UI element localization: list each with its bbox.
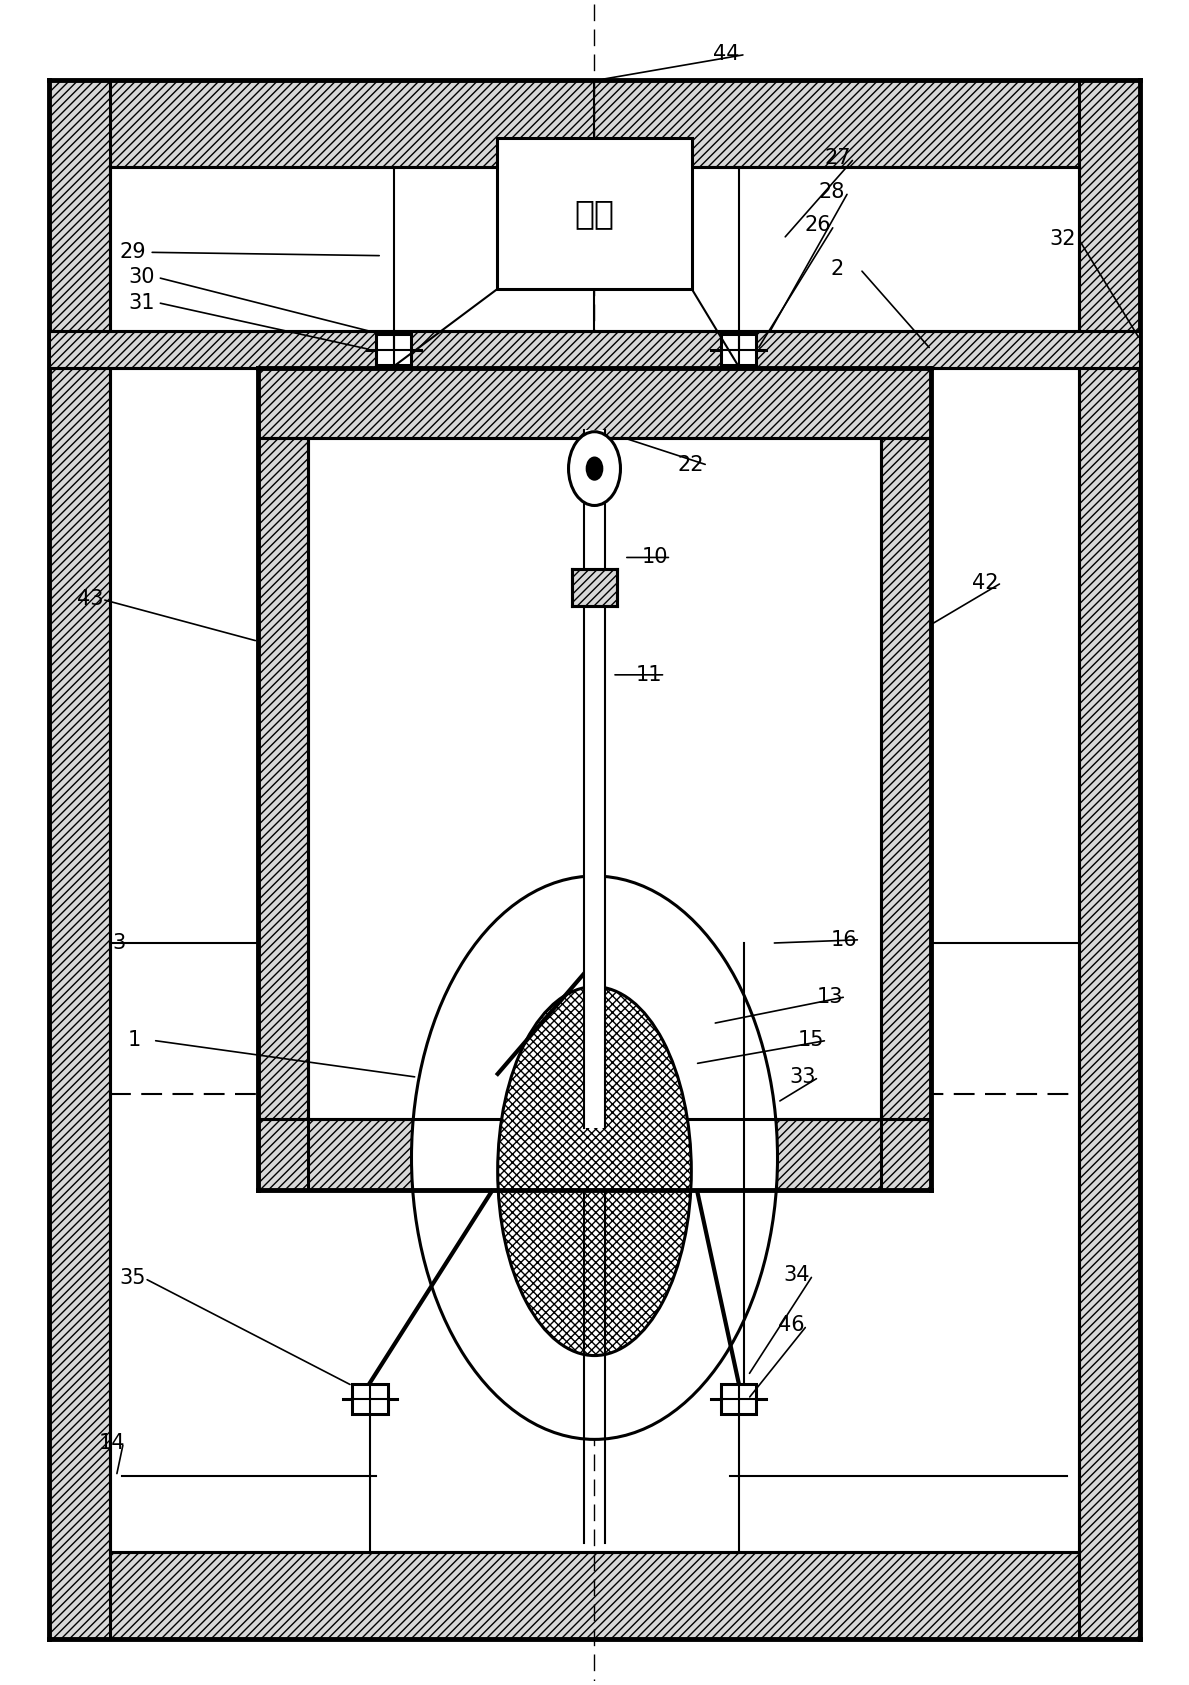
Text: 32: 32 — [1049, 229, 1076, 249]
Text: 29: 29 — [120, 243, 146, 263]
Text: 11: 11 — [636, 666, 662, 684]
Bar — [258, 1119, 931, 1190]
Bar — [352, 1383, 388, 1414]
Text: 13: 13 — [817, 987, 843, 1006]
Bar — [49, 79, 111, 1640]
Bar — [308, 438, 881, 1119]
Text: 3: 3 — [113, 933, 126, 954]
Text: 28: 28 — [819, 182, 845, 202]
Bar — [258, 367, 931, 438]
Bar — [111, 167, 1078, 1552]
Text: 33: 33 — [789, 1067, 816, 1087]
Bar — [881, 438, 931, 1190]
Circle shape — [568, 431, 621, 506]
Ellipse shape — [498, 987, 691, 1355]
Circle shape — [586, 458, 603, 480]
Text: 34: 34 — [784, 1265, 810, 1286]
Text: 2: 2 — [831, 259, 844, 280]
Text: 35: 35 — [120, 1269, 146, 1289]
Bar — [1078, 79, 1140, 1640]
Bar — [721, 334, 756, 364]
Bar — [376, 334, 411, 364]
Text: 26: 26 — [805, 216, 831, 236]
Bar — [49, 1552, 1140, 1640]
Text: 14: 14 — [99, 1432, 125, 1452]
Bar — [584, 430, 605, 1127]
Text: 31: 31 — [128, 293, 155, 313]
Text: 22: 22 — [678, 455, 704, 475]
Text: 44: 44 — [712, 44, 740, 64]
Text: 30: 30 — [128, 268, 155, 288]
Text: 15: 15 — [798, 1030, 824, 1050]
Text: 1: 1 — [128, 1030, 141, 1050]
Bar — [258, 438, 308, 1190]
Text: 10: 10 — [642, 548, 668, 568]
Text: 27: 27 — [825, 148, 851, 169]
Text: 43: 43 — [77, 590, 103, 610]
Bar — [572, 570, 617, 607]
Ellipse shape — [411, 876, 778, 1439]
Bar — [721, 1383, 756, 1414]
Bar — [49, 332, 1140, 367]
Bar — [49, 79, 1140, 167]
Text: 46: 46 — [778, 1316, 804, 1336]
Text: 16: 16 — [831, 930, 857, 950]
Text: 42: 42 — [973, 573, 999, 593]
Text: 电源: 电源 — [574, 197, 615, 231]
Bar — [497, 138, 692, 290]
